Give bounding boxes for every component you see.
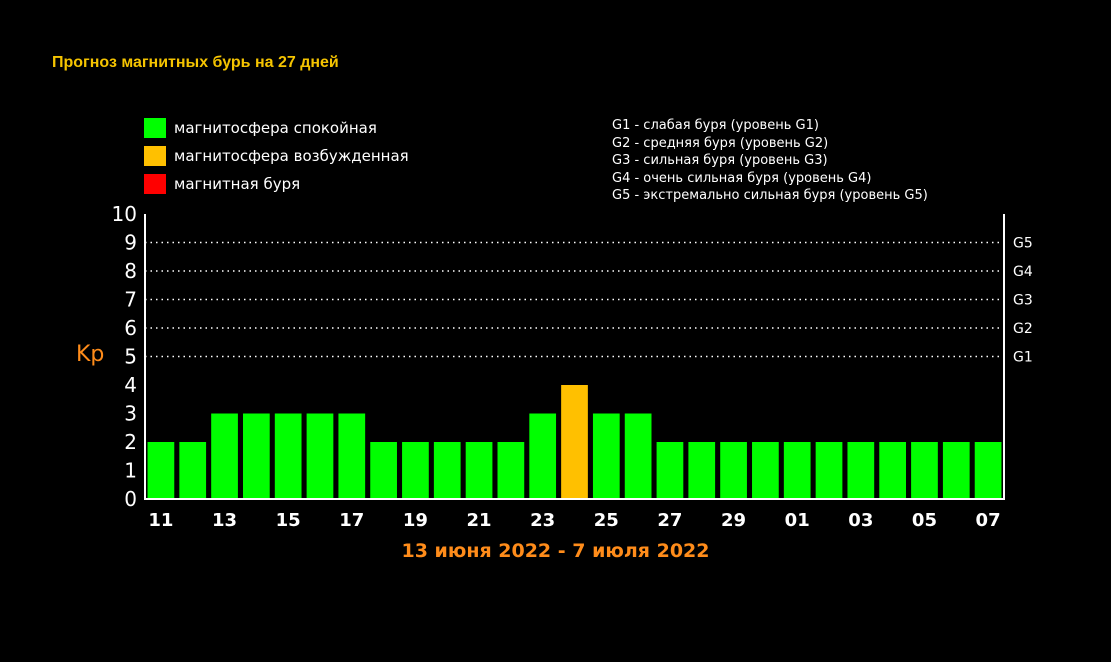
y-tick-label: 9 xyxy=(124,231,137,255)
y-tick-label: 0 xyxy=(124,487,137,511)
y-axis-label: Kp xyxy=(76,342,105,367)
legend-item-excited: магнитосфера возбужденная xyxy=(144,145,409,167)
x-tick-label: 05 xyxy=(912,510,937,531)
legend-item-storm: магнитная буря xyxy=(144,173,300,195)
page-title: Прогноз магнитных бурь на 27 дней xyxy=(52,54,339,71)
x-tick-label: 19 xyxy=(403,510,428,531)
bar-13 xyxy=(211,413,238,499)
storm-level-g2: G2 - средняя буря (уровень G2) xyxy=(612,135,829,151)
bar-18 xyxy=(370,442,397,499)
bar-29 xyxy=(720,442,747,499)
x-tick-label: 25 xyxy=(594,510,619,531)
y-tick-label: 10 xyxy=(112,202,137,226)
x-tick-label: 21 xyxy=(467,510,492,531)
y-tick-label: 1 xyxy=(124,459,137,483)
x-tick-label: 11 xyxy=(148,510,173,531)
storm-level-g4: G4 - очень сильная буря (уровень G4) xyxy=(612,170,872,186)
bar-24 xyxy=(561,385,588,499)
x-tick-label: 23 xyxy=(530,510,555,531)
g-level-label: G3 xyxy=(1013,293,1033,309)
bar-16 xyxy=(306,413,334,499)
y-tick-label: 8 xyxy=(124,259,137,283)
bar-22 xyxy=(497,442,525,499)
bar-14 xyxy=(242,413,270,499)
legend-item-calm: магнитосфера спокойная xyxy=(144,117,377,139)
bar-25 xyxy=(592,413,620,499)
x-tick-label: 07 xyxy=(976,510,1001,531)
storm-level-g5: G5 - экстремально сильная буря (уровень … xyxy=(612,188,928,203)
storm-level-g1: G1 - слабая буря (уровень G1) xyxy=(612,118,819,133)
x-tick-label: 01 xyxy=(785,510,810,531)
y-tick-label: 2 xyxy=(124,430,137,454)
bar-20 xyxy=(433,442,461,499)
g-level-label: G2 xyxy=(1013,321,1033,337)
x-tick-label: 03 xyxy=(848,510,873,531)
legend-swatch-calm xyxy=(144,118,166,138)
bar-07 xyxy=(974,442,1002,499)
bar-04 xyxy=(879,442,907,499)
bar-19 xyxy=(402,442,429,499)
bar-01 xyxy=(783,442,811,499)
date-range-label: 13 июня 2022 - 7 июля 2022 xyxy=(401,540,710,562)
x-tick-label: 15 xyxy=(276,510,301,531)
bar-06 xyxy=(942,442,970,499)
legend-swatch-excited xyxy=(144,146,166,166)
bar-05 xyxy=(911,442,938,499)
g-level-label: G4 xyxy=(1013,264,1033,280)
y-tick-label: 7 xyxy=(124,288,137,312)
y-tick-label: 6 xyxy=(124,316,137,340)
x-tick-label: 13 xyxy=(212,510,237,531)
bar-28 xyxy=(688,442,716,499)
bar-23 xyxy=(529,413,557,499)
x-tick-label: 17 xyxy=(339,510,364,531)
y-tick-label: 5 xyxy=(124,345,137,369)
bar-15 xyxy=(274,413,302,499)
bar-12 xyxy=(179,442,207,499)
g-level-label: G5 xyxy=(1013,236,1033,252)
legend-label-excited: магнитосфера возбужденная xyxy=(174,147,409,165)
storm-level-g3: G3 - сильная буря (уровень G3) xyxy=(612,153,828,168)
g-level-label: G1 xyxy=(1013,350,1033,366)
bar-17 xyxy=(338,413,366,499)
storm-levels-legend: G1 - слабая буря (уровень G1) G2 - средн… xyxy=(612,117,928,205)
x-tick-label: 29 xyxy=(721,510,746,531)
bar-27 xyxy=(656,442,684,499)
bar-11 xyxy=(147,442,175,499)
y-tick-label: 4 xyxy=(124,373,137,397)
bar-30 xyxy=(752,442,779,499)
bar-21 xyxy=(465,442,493,499)
bar-26 xyxy=(624,413,652,499)
legend-label-calm: магнитосфера спокойная xyxy=(174,119,377,137)
x-tick-label: 27 xyxy=(657,510,682,531)
y-tick-label: 3 xyxy=(124,402,137,426)
bar-03 xyxy=(847,442,875,499)
legend-label-storm: магнитная буря xyxy=(174,175,301,193)
legend-swatch-storm xyxy=(144,174,166,194)
bar-02 xyxy=(815,442,843,499)
